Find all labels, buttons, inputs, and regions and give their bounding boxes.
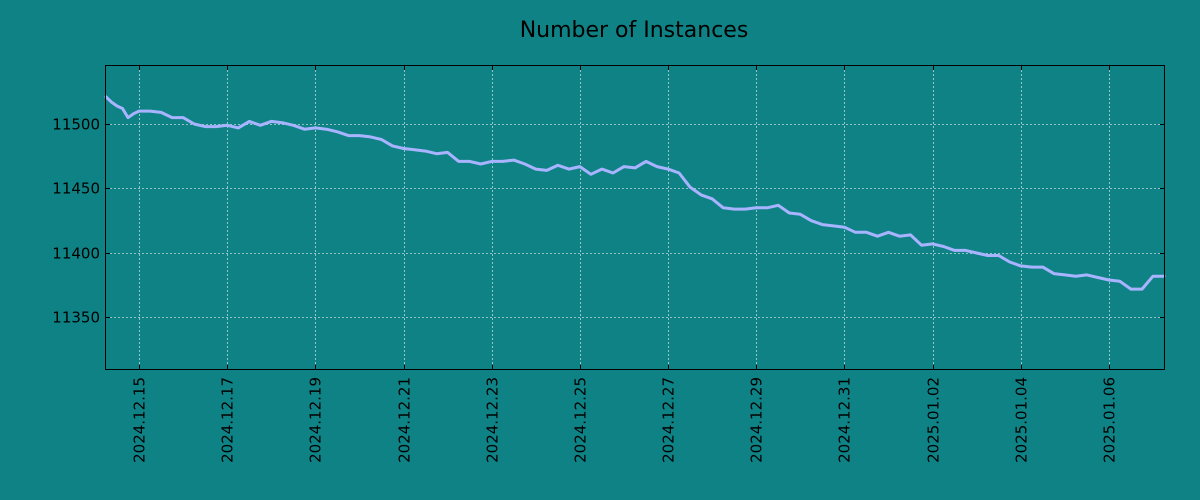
x-tick-label: 2025.01.02	[925, 377, 943, 463]
x-tick-label: 2024.12.25	[572, 377, 590, 463]
x-tick-label: 2024.12.27	[660, 377, 678, 463]
series-layer	[104, 95, 1166, 291]
plot-frame	[105, 65, 1165, 370]
x-axis-tick-labels: 2024.12.15 2024.12.17 2024.12.19 2024.12.21…	[131, 377, 1119, 463]
series-line	[104, 95, 1166, 291]
axis-ticks	[106, 66, 1164, 369]
x-tick-label: 2024.12.31	[836, 377, 854, 463]
y-tick-label: 11350	[52, 309, 100, 327]
chart-title: Number of Instances	[520, 18, 749, 43]
x-tick-label: 2024.12.19	[307, 377, 325, 463]
x-tick-label: 2024.12.21	[396, 377, 414, 463]
x-tick-label: 2024.12.29	[748, 377, 766, 463]
grid	[106, 66, 1164, 369]
x-tick-label: 2025.01.04	[1013, 377, 1031, 463]
y-tick-label: 11450	[52, 180, 100, 198]
x-tick-label: 2024.12.17	[219, 377, 237, 463]
y-tick-label: 11400	[52, 245, 100, 263]
x-tick-label: 2024.12.23	[484, 377, 502, 463]
y-axis-tick-labels: 11350 11400 11450 11500	[52, 116, 100, 327]
y-tick-label: 11500	[52, 116, 100, 134]
x-tick-label: 2025.01.06	[1101, 377, 1119, 463]
x-tick-label: 2024.12.15	[131, 377, 149, 463]
